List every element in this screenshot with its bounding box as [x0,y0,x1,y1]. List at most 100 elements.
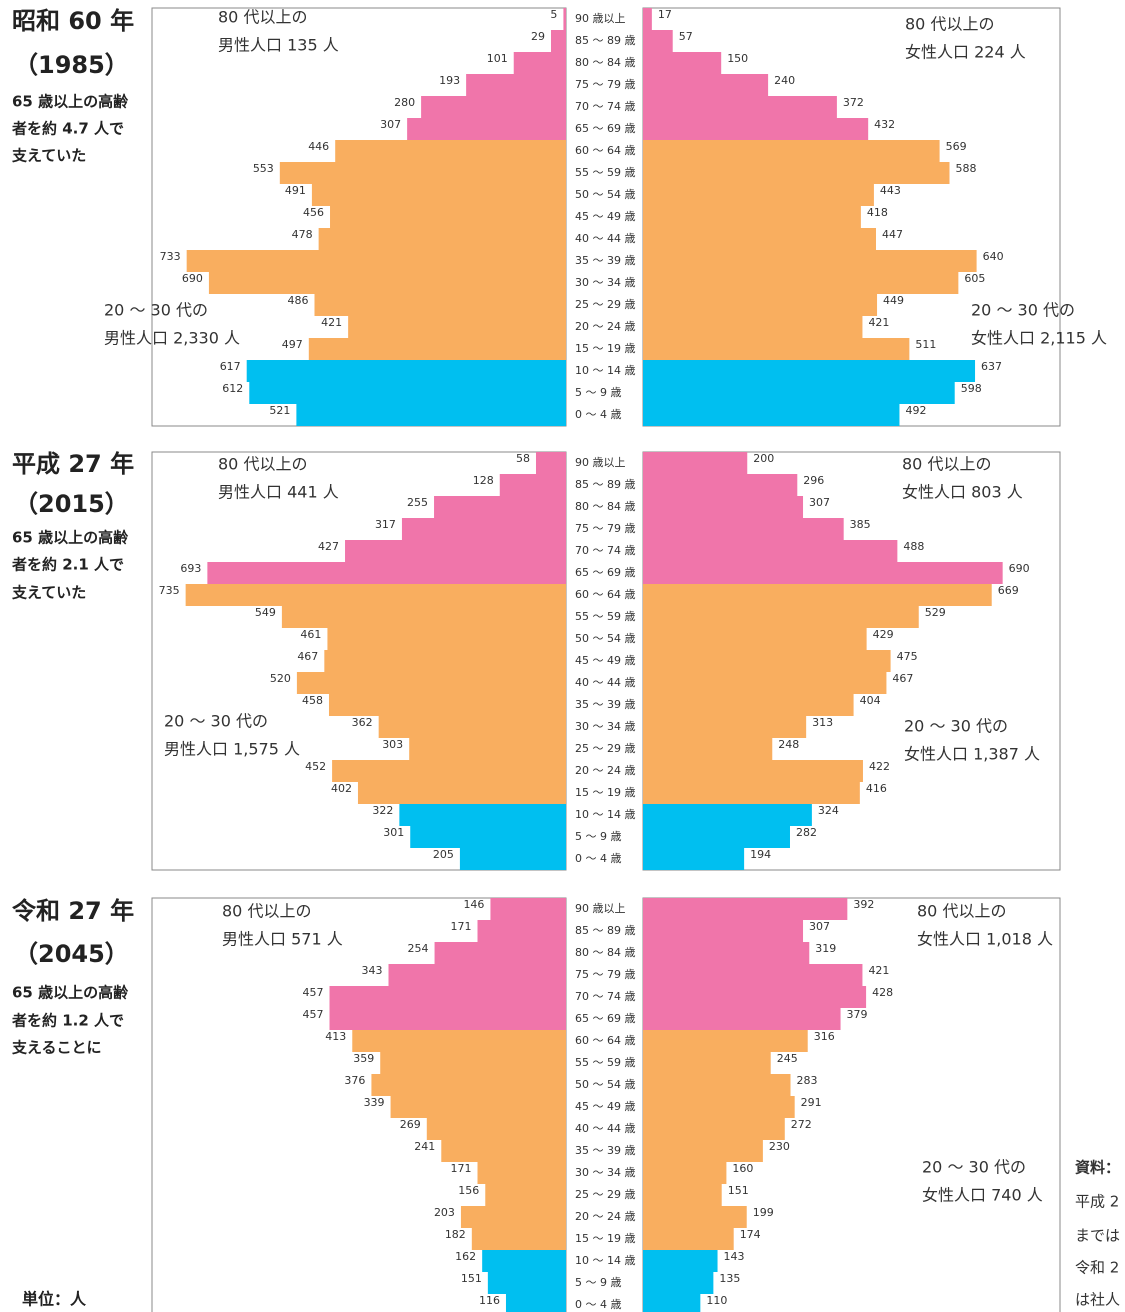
age-label: 80 ～ 84 歳 [575,56,635,69]
age-label: 35 ～ 39 歳 [575,1144,635,1157]
annotation-line: 20 ～ 30 代の [904,717,1008,736]
female-value-label: 428 [872,986,893,999]
female-bar [643,1184,722,1206]
male-bar [352,1030,566,1052]
age-label: 45 ～ 49 歳 [575,210,635,223]
female-bar [643,162,950,184]
female-value-label: 588 [955,162,976,175]
female-value-label: 307 [809,496,830,509]
male-value-label: 486 [287,294,308,307]
female-bar [643,562,1003,584]
male-value-label: 171 [451,920,472,933]
female-bar [643,1272,714,1294]
age-label: 40 ～ 44 歳 [575,1122,635,1135]
female-bar [643,738,773,760]
female-value-label: 151 [728,1184,749,1197]
male-bar [329,986,566,1008]
annotation-line: 20 ～ 30 代の [104,301,208,320]
female-value-label: 422 [869,760,890,773]
female-bar [643,1206,747,1228]
age-label: 85 ～ 89 歳 [575,924,635,937]
male-bar [550,30,566,52]
male-value-label: 339 [364,1096,385,1109]
age-label: 45 ～ 49 歳 [575,1100,635,1113]
female-bar [643,986,867,1008]
source-line: 平成 2 [1075,1193,1119,1211]
female-value-label: 492 [905,404,926,417]
male-bar [328,694,566,716]
age-label: 45 ～ 49 歳 [575,654,635,667]
male-bar [324,650,566,672]
male-value-label: 203 [434,1206,455,1219]
male-value-label: 307 [380,118,401,131]
female-value-label: 392 [853,898,874,911]
female-value-label: 245 [777,1052,798,1065]
male-bar [563,8,566,30]
male-value-label: 553 [253,162,274,175]
male-bar [246,360,566,382]
source-line: は社人 [1075,1291,1120,1309]
male-value-label: 497 [282,338,303,351]
age-label: 70 ～ 74 歳 [575,990,635,1003]
male-value-label: 343 [361,964,382,977]
female-bar [643,452,748,474]
male-bar [318,228,566,250]
age-label: 75 ～ 79 歳 [575,78,635,91]
male-bar [357,782,566,804]
male-bar [185,584,566,606]
female-bar [643,360,976,382]
female-value-label: 248 [778,738,799,751]
male-value-label: 617 [220,360,241,373]
female-bar [643,184,874,206]
annotation-line: 80 代以上の [218,8,307,27]
male-value-label: 735 [159,584,180,597]
male-value-label: 182 [445,1228,466,1241]
age-label: 50 ～ 54 歳 [575,1078,635,1091]
male-bar [281,606,566,628]
age-label: 5 ～ 9 歳 [575,1276,622,1289]
age-label: 40 ～ 44 歳 [575,676,635,689]
age-label: 30 ～ 34 歳 [575,720,635,733]
male-bar [482,1250,566,1272]
female-bar [643,942,810,964]
chart-title: 昭和 60 年 [12,7,134,35]
female-bar [643,382,955,404]
male-value-label: 376 [344,1074,365,1087]
male-value-label: 101 [487,52,508,65]
male-bar [208,272,567,294]
annotation-line: 女性人口 224 人 [905,43,1026,62]
male-bar [378,716,566,738]
female-bar [643,804,812,826]
female-bar [643,898,848,920]
male-bar [460,1206,566,1228]
age-label: 0 ～ 4 歳 [575,408,622,421]
male-bar [345,540,566,562]
annotation-line: 20 ～ 30 代の [164,712,268,731]
annotation-line: 男性人口 571 人 [222,930,343,949]
female-bar [643,8,652,30]
male-bar [380,1052,566,1074]
age-label: 0 ～ 4 歳 [575,852,622,865]
male-bar [426,1118,566,1140]
source-line: までは [1075,1227,1120,1245]
age-label: 40 ～ 44 歳 [575,232,635,245]
annotation-line: 80 代以上の [902,455,991,474]
female-value-label: 230 [769,1140,790,1153]
male-value-label: 280 [394,96,415,109]
age-label: 55 ～ 59 歳 [575,610,635,623]
male-value-label: 151 [461,1272,482,1285]
age-label: 15 ～ 19 歳 [575,1232,635,1245]
male-bar [296,404,566,426]
female-value-label: 598 [961,382,982,395]
male-bar [499,474,566,496]
annotation-line: 20 ～ 30 代の [922,1158,1026,1177]
female-bar [643,1140,763,1162]
male-value-label: 467 [297,650,318,663]
female-bar [643,826,790,848]
chart-subtitle: （1985） [14,51,129,79]
female-bar [643,1074,791,1096]
female-bar [643,716,807,738]
age-label: 70 ～ 74 歳 [575,544,635,557]
source-line: 令和 2 [1075,1259,1119,1277]
